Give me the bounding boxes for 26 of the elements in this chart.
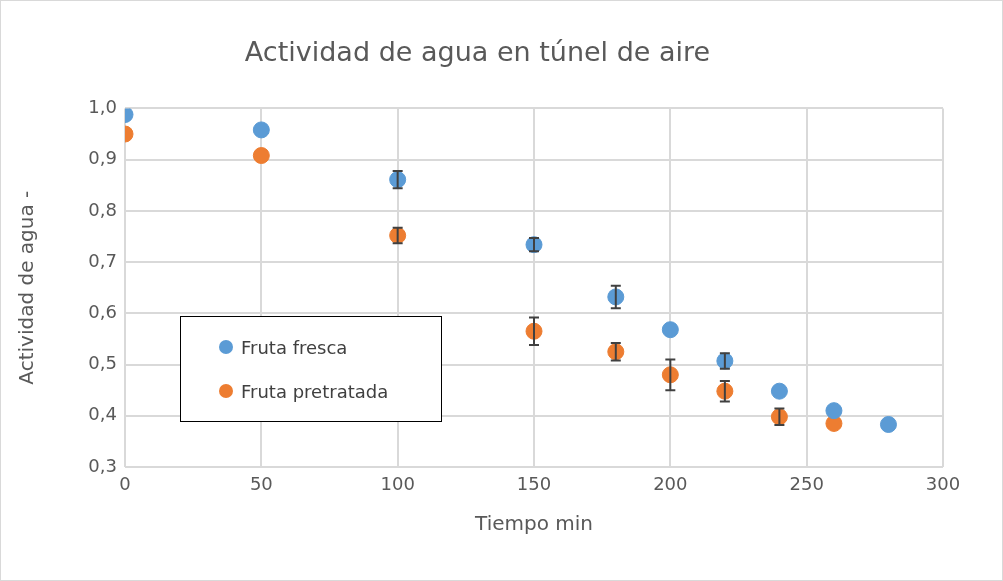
y-tick-label: 0,3 xyxy=(88,454,117,476)
point xyxy=(825,402,843,420)
point xyxy=(661,321,679,339)
chart-title: Actividad de agua en túnel de aire xyxy=(244,36,711,68)
point xyxy=(252,147,270,165)
point xyxy=(770,382,788,400)
x-tick-label: 50 xyxy=(249,473,273,495)
point xyxy=(879,415,897,433)
x-tick-label: 0 xyxy=(119,473,131,495)
y-tick-label: 0,7 xyxy=(88,249,117,271)
x-tick-label: 200 xyxy=(653,473,688,495)
y-tick-label: 0,9 xyxy=(88,147,117,169)
x-tick-label: 150 xyxy=(516,473,552,495)
y-tick-label: 0,6 xyxy=(88,300,117,322)
y-tick-label: 0,4 xyxy=(88,403,117,425)
y-tick-label: 1,0 xyxy=(88,96,117,118)
y-tick-label: 0,8 xyxy=(88,198,117,220)
x-tick-label: 300 xyxy=(925,473,961,495)
x-tick-label: 250 xyxy=(789,473,824,495)
y-axis-title: Actividad de agua - xyxy=(14,190,39,385)
point xyxy=(252,121,270,139)
x-tick-label: 100 xyxy=(380,473,415,495)
legend-label: Fruta fresca xyxy=(241,336,348,358)
y-tick-label: 0,5 xyxy=(88,352,117,374)
legend-label: Fruta pretratada xyxy=(241,380,389,402)
x-axis-title: Tiempo min xyxy=(474,511,593,536)
